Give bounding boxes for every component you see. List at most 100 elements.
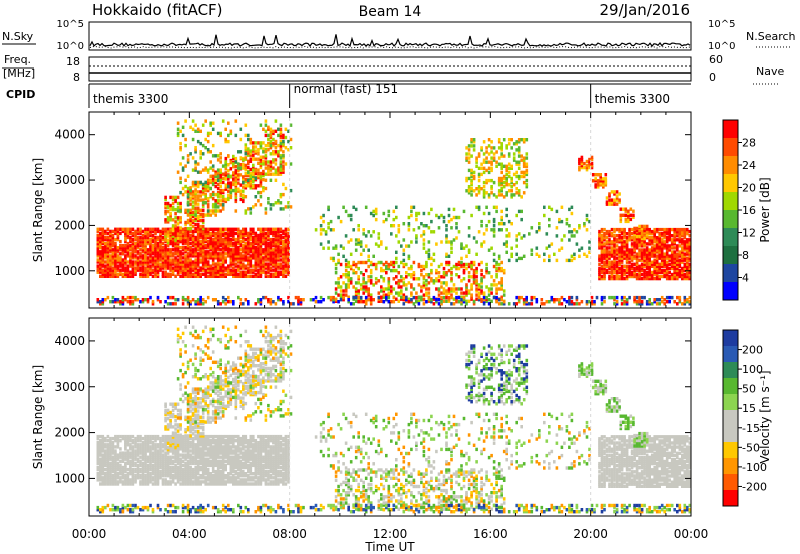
range-gate-cell	[119, 256, 122, 260]
range-gate-cell	[455, 222, 458, 226]
range-gate-cell	[385, 264, 388, 269]
range-gate-cell	[372, 213, 375, 218]
range-gate-cell	[124, 274, 127, 278]
range-gate-cell	[284, 264, 288, 268]
range-gate-cell	[369, 295, 373, 300]
range-gate-cell	[638, 295, 641, 300]
range-gate-cell	[555, 226, 559, 230]
range-gate-cell	[598, 266, 601, 271]
range-gate-cell	[580, 159, 584, 164]
range-gate-cell	[126, 274, 130, 278]
range-gate-cell	[144, 254, 147, 258]
range-gate-cell	[139, 235, 142, 240]
range-gate-cell	[472, 138, 476, 142]
range-gate-cell	[171, 241, 175, 246]
range-gate-cell	[111, 239, 115, 244]
range-gate-cell	[174, 244, 177, 248]
range-gate-cell	[99, 274, 102, 278]
range-gate-cell	[146, 298, 150, 302]
range-gate-cell	[131, 231, 135, 236]
range-gate-cell	[352, 285, 355, 289]
range-gate-cell	[156, 229, 160, 234]
range-gate-cell	[131, 302, 135, 306]
range-gate-cell	[510, 195, 513, 199]
range-gate-cell	[620, 302, 624, 306]
range-gate-cell	[259, 248, 263, 252]
range-gate-cell	[277, 227, 280, 231]
range-gate-cell	[357, 228, 360, 232]
range-gate-cell	[548, 254, 551, 258]
colorbar-swatch	[723, 120, 738, 139]
range-gate-cell	[650, 264, 654, 268]
range-gate-cell	[184, 190, 187, 194]
range-gate-cell	[670, 252, 674, 256]
range-gate-cell	[460, 242, 463, 246]
range-gate-cell	[154, 264, 157, 268]
range-gate-cell	[104, 231, 107, 236]
range-gate-cell	[151, 302, 155, 306]
range-gate-cell	[615, 227, 619, 232]
range-gate-cell	[655, 270, 659, 275]
range-gate-cell	[357, 281, 360, 285]
range-gate-cell	[174, 220, 177, 224]
range-gate-cell	[181, 256, 185, 260]
range-gate-cell	[221, 244, 225, 248]
range-gate-cell	[136, 250, 140, 254]
range-gate-cell	[159, 254, 162, 258]
range-gate-cell	[244, 171, 248, 176]
range-gate-cell	[101, 258, 105, 262]
range-gate-cell	[257, 241, 260, 246]
range-gate-cell	[392, 260, 396, 265]
range-gate-cell	[174, 235, 177, 240]
range-gate-cell	[116, 300, 120, 304]
range-gate-cell	[146, 256, 150, 260]
range-gate-cell	[563, 234, 566, 238]
range-gate-cell	[629, 217, 633, 222]
range-gate-cell	[653, 250, 656, 254]
range-gate-cell	[106, 231, 110, 236]
range-gate-cell	[124, 270, 127, 274]
range-gate-cell	[613, 264, 616, 268]
range-gate-cell	[199, 252, 202, 256]
range-gate-cell	[254, 272, 258, 276]
range-gate-cell	[201, 218, 205, 223]
range-gate-cell	[169, 239, 172, 244]
range-gate-cell	[485, 285, 488, 289]
range-gate-cell	[239, 264, 243, 268]
range-gate-cell	[179, 236, 182, 240]
range-gate-cell	[221, 300, 225, 304]
range-gate-cell	[134, 295, 137, 300]
range-gate-cell	[643, 268, 646, 273]
range-gate-cell	[668, 229, 671, 234]
range-gate-cell	[227, 264, 230, 268]
range-gate-cell	[174, 226, 177, 230]
range-gate-cell	[259, 254, 263, 258]
range-gate-cell	[267, 160, 270, 164]
range-gate-cell	[254, 186, 258, 190]
range-gate-cell	[522, 158, 526, 162]
range-gate-cell	[99, 233, 102, 238]
range-gate-cell	[442, 299, 446, 303]
range-gate-cell	[347, 295, 350, 299]
range-gate-cell	[189, 270, 192, 274]
range-gate-cell	[146, 268, 150, 272]
range-gate-cell	[204, 231, 207, 236]
range-gate-cell	[227, 133, 230, 138]
range-gate-cell	[658, 268, 661, 273]
range-gate-cell	[602, 185, 605, 189]
range-gate-cell	[638, 244, 641, 248]
range-gate-cell	[249, 254, 253, 258]
range-gate-cell	[184, 260, 187, 264]
range-gate-cell	[259, 258, 263, 262]
range-gate-cell	[412, 273, 416, 277]
range-gate-cell	[257, 268, 260, 272]
range-gate-cell	[186, 174, 190, 178]
range-gate-cell	[129, 252, 132, 256]
range-gate-cell	[146, 274, 150, 278]
range-gate-cell	[415, 217, 418, 222]
range-gate-cell	[109, 455, 112, 459]
range-gate-cell	[681, 252, 684, 256]
range-gate-cell	[221, 188, 225, 193]
range-gate-cell	[164, 270, 167, 274]
range-gate-cell	[101, 256, 105, 260]
